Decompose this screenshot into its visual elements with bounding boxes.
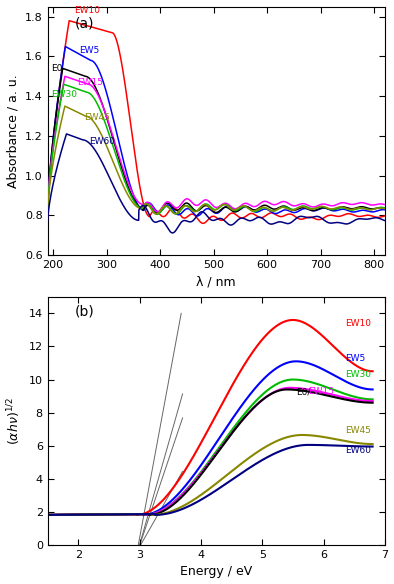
Text: E0/: E0/ [296,387,310,397]
Text: EW45: EW45 [84,113,110,123]
Text: EW45: EW45 [345,426,371,434]
Y-axis label: Absorbance / a. u.: Absorbance / a. u. [7,74,20,188]
Text: EW15: EW15 [77,78,103,87]
Text: EW30: EW30 [345,370,371,379]
Text: (b): (b) [75,304,95,318]
Text: EW30: EW30 [52,90,78,99]
Text: EW60: EW60 [89,137,115,147]
Text: EW10: EW10 [345,319,371,328]
X-axis label: Energy / eV: Energy / eV [180,565,253,578]
Text: EW60: EW60 [345,446,371,455]
Text: E0: E0 [51,64,62,73]
Text: EW10: EW10 [74,6,100,15]
Text: EW5: EW5 [345,353,365,363]
Text: (a): (a) [75,17,94,31]
Text: EW15: EW15 [308,387,334,397]
Text: EW5: EW5 [79,46,99,55]
Y-axis label: $(\alpha h\nu)^{1/2}$: $(\alpha h\nu)^{1/2}$ [6,397,23,445]
X-axis label: λ / nm: λ / nm [197,276,236,288]
